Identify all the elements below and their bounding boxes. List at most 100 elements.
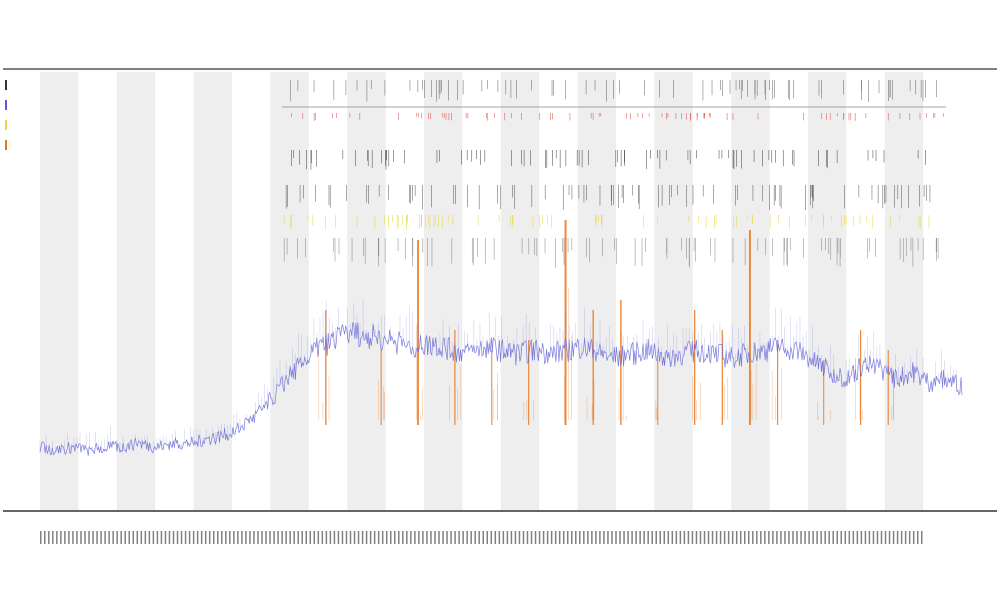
x-tick-label bbox=[305, 531, 307, 544]
x-tick-label bbox=[587, 531, 589, 544]
x-tick-label bbox=[120, 531, 122, 544]
x-tick-label bbox=[233, 531, 235, 544]
x-tick-label bbox=[731, 531, 734, 544]
x-tick-label bbox=[506, 531, 509, 544]
x-tick-label bbox=[683, 531, 686, 544]
x-tick-label bbox=[212, 531, 215, 544]
x-tick-label bbox=[659, 531, 661, 544]
x-tick-label bbox=[265, 531, 267, 544]
x-tick-label bbox=[816, 531, 818, 544]
x-tick-label bbox=[478, 531, 480, 544]
x-tick-label bbox=[760, 531, 762, 544]
x-tick-label bbox=[172, 531, 175, 544]
x-tick-label bbox=[695, 531, 698, 544]
x-tick-label bbox=[309, 531, 312, 544]
x-tick-label bbox=[707, 531, 710, 544]
x-tick-label bbox=[703, 531, 706, 544]
x-tick-label bbox=[852, 531, 855, 544]
x-tick-label bbox=[884, 531, 887, 544]
x-tick-label bbox=[164, 531, 167, 544]
x-tick-label bbox=[321, 531, 324, 544]
x-tick-label bbox=[908, 531, 911, 544]
x-tick-label bbox=[764, 531, 766, 544]
x-tick-label bbox=[756, 531, 758, 544]
x-tick-label bbox=[269, 531, 271, 544]
x-tick-label bbox=[148, 531, 151, 544]
x-tick-label bbox=[490, 531, 493, 544]
x-tick-label bbox=[768, 531, 770, 544]
x-tick-label bbox=[743, 531, 746, 544]
x-tick-label bbox=[241, 531, 243, 544]
x-tick-label bbox=[796, 531, 798, 544]
x-tick-label bbox=[904, 531, 907, 544]
x-tick-label bbox=[655, 531, 657, 544]
legend-swatch bbox=[5, 140, 7, 150]
x-tick-label bbox=[293, 531, 295, 544]
x-tick-label bbox=[687, 531, 690, 544]
x-tick-label bbox=[402, 531, 404, 544]
x-tick-label bbox=[325, 531, 328, 544]
x-tick-label bbox=[289, 531, 291, 544]
x-tick-label bbox=[522, 531, 525, 544]
x-tick-label bbox=[442, 531, 444, 544]
x-tick-label bbox=[780, 531, 782, 544]
x-tick-label bbox=[599, 531, 601, 544]
x-tick-label bbox=[748, 531, 750, 544]
x-tick-label bbox=[313, 531, 316, 544]
x-tick-label bbox=[434, 531, 436, 544]
event-spikes bbox=[318, 220, 894, 425]
x-tick-label bbox=[136, 531, 139, 544]
x-tick-label bbox=[498, 531, 501, 544]
x-tick-label bbox=[100, 531, 102, 544]
event-marks bbox=[283, 80, 944, 268]
x-tick-label bbox=[868, 531, 871, 544]
x-tick-label bbox=[639, 531, 641, 544]
x-tick-label bbox=[188, 531, 191, 544]
x-tick-label bbox=[418, 531, 420, 544]
x-tick-label bbox=[225, 531, 227, 544]
x-tick-label bbox=[160, 531, 163, 544]
x-tick-label bbox=[40, 531, 42, 544]
legend-swatch bbox=[5, 80, 7, 90]
x-tick-label bbox=[257, 531, 259, 544]
x-tick-label bbox=[615, 531, 617, 544]
x-tick-label bbox=[88, 531, 90, 544]
x-tick-label bbox=[836, 531, 838, 544]
x-tick-label bbox=[554, 531, 557, 544]
x-tick-label bbox=[844, 531, 847, 544]
x-tick-label bbox=[361, 531, 364, 544]
x-tick-label bbox=[808, 531, 810, 544]
x-tick-label bbox=[776, 531, 778, 544]
x-tick-label bbox=[860, 531, 863, 544]
x-tick-label bbox=[792, 531, 794, 544]
x-tick-label bbox=[132, 531, 135, 544]
x-tick-label bbox=[144, 531, 147, 544]
x-tick-label bbox=[253, 531, 255, 544]
x-tick-label bbox=[800, 531, 802, 544]
x-tick-label bbox=[104, 531, 106, 544]
legend-swatch bbox=[5, 100, 7, 110]
x-tick-label bbox=[872, 531, 875, 544]
x-tick-label bbox=[607, 531, 609, 544]
x-tick-label bbox=[892, 531, 895, 544]
x-tick-label bbox=[550, 531, 553, 544]
x-tick-label bbox=[285, 531, 287, 544]
x-tick-label bbox=[389, 531, 392, 544]
x-tick-label bbox=[526, 531, 529, 544]
x-tick-label bbox=[679, 531, 682, 544]
x-tick-label bbox=[562, 531, 565, 544]
background-band bbox=[116, 72, 156, 510]
x-tick-label bbox=[699, 531, 702, 544]
x-tick-label bbox=[406, 531, 408, 544]
background-band bbox=[270, 72, 309, 510]
background-band bbox=[577, 72, 616, 510]
x-tick-label bbox=[108, 531, 110, 544]
x-tick-label bbox=[297, 531, 299, 544]
x-tick-label bbox=[619, 531, 621, 544]
x-tick-label bbox=[116, 531, 118, 544]
x-tick-label bbox=[920, 531, 923, 544]
x-tick-label bbox=[510, 531, 513, 544]
x-tick-label bbox=[72, 531, 74, 544]
x-tick-label bbox=[571, 531, 573, 544]
x-tick-label bbox=[317, 531, 320, 544]
